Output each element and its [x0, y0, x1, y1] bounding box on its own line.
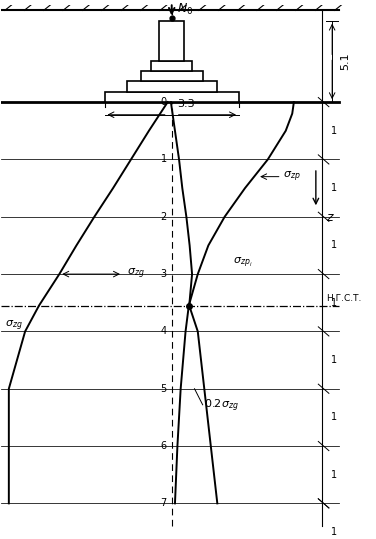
Text: 6: 6	[161, 441, 167, 451]
Text: 3.3: 3.3	[177, 99, 195, 109]
Text: 7: 7	[161, 499, 167, 508]
Bar	[152, 61, 192, 71]
Text: $\sigma_{zg}$: $\sigma_{zg}$	[127, 267, 145, 281]
Text: 4: 4	[161, 327, 167, 336]
Text: 1: 1	[331, 469, 337, 480]
Text: 1: 1	[331, 527, 337, 537]
Text: z: z	[326, 211, 332, 224]
Text: $\sigma_{zp}$: $\sigma_{zp}$	[283, 169, 301, 184]
Text: $\sigma_{zp_i}$: $\sigma_{zp_i}$	[233, 255, 252, 270]
Text: 1: 1	[331, 126, 337, 136]
Text: 1: 1	[331, 355, 337, 365]
Bar	[141, 71, 203, 81]
Text: 1: 1	[331, 240, 337, 251]
Text: Н.Г.С.Т.: Н.Г.С.Т.	[326, 294, 361, 303]
Text: 3: 3	[161, 269, 167, 279]
Text: 5.1: 5.1	[340, 53, 350, 70]
Text: 1: 1	[331, 298, 337, 308]
Text: $N_0$: $N_0$	[177, 2, 194, 17]
Bar	[127, 81, 217, 92]
Text: 1: 1	[331, 412, 337, 423]
Bar	[159, 20, 184, 61]
Text: $0.2\sigma_{zg}$: $0.2\sigma_{zg}$	[204, 398, 239, 414]
Bar	[105, 92, 239, 102]
Text: 1: 1	[161, 155, 167, 164]
Text: $\sigma_{zg}$: $\sigma_{zg}$	[5, 319, 23, 333]
Text: 5: 5	[161, 384, 167, 393]
Text: 0: 0	[161, 97, 167, 107]
Text: 1: 1	[331, 183, 337, 193]
Text: 2: 2	[161, 212, 167, 222]
